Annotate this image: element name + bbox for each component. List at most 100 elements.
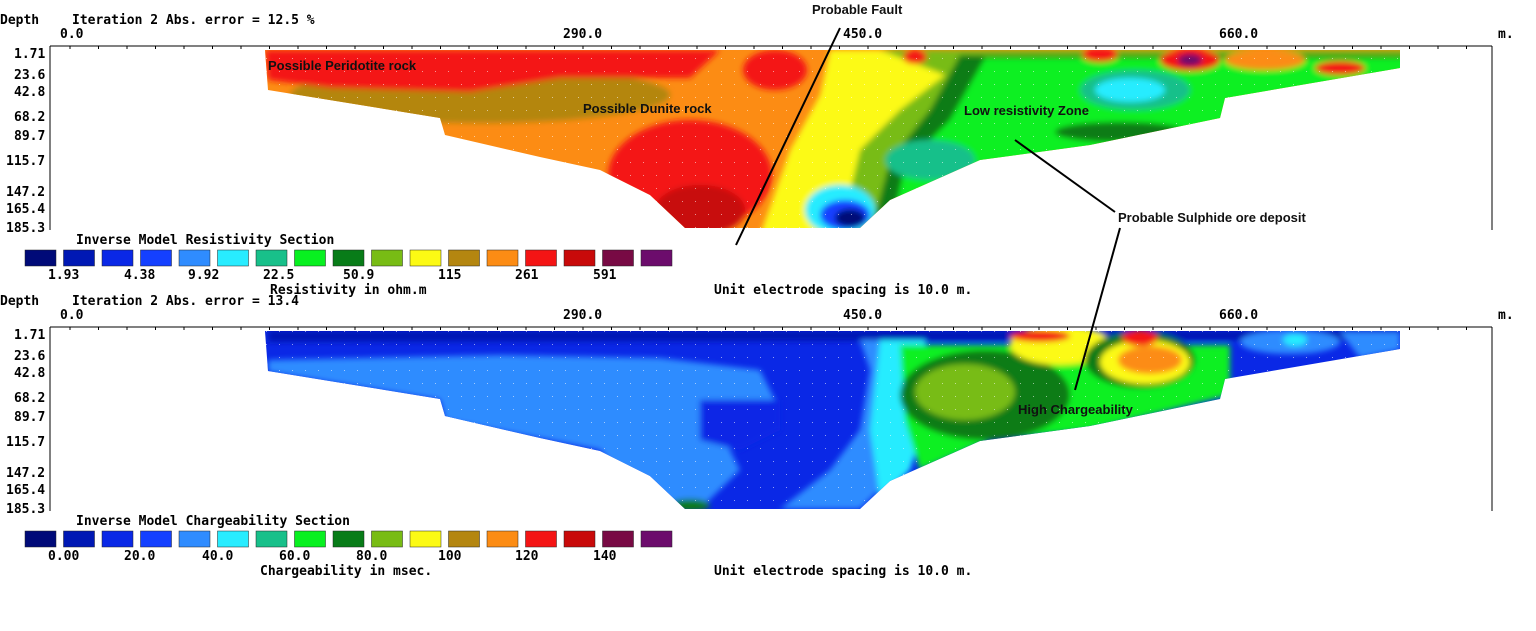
section-title: Inverse Model Resistivity Section	[76, 233, 334, 248]
legend-swatch	[294, 249, 326, 267]
legend-label: 140	[593, 549, 617, 564]
depth-tick-label: 185.3	[6, 502, 45, 517]
iteration-header: Iteration 2 Abs. error = 12.5 %	[72, 13, 315, 28]
legend-unit: Resistivity in ohm.m	[270, 283, 427, 298]
x-unit-label: m.	[1498, 27, 1514, 42]
electrode-spacing: Unit electrode spacing is 10.0 m.	[714, 283, 972, 298]
depth-header: Depth	[0, 294, 39, 309]
fault-callout-line	[735, 27, 841, 246]
x-tick-label: 0.0	[60, 308, 84, 323]
depth-axis: 1.71 23.6 42.8 68.2 89.7 115.7 147.2 165…	[6, 46, 1493, 236]
color-legend	[24, 249, 673, 267]
annotation-high-chargeability: High Chargeability	[1018, 402, 1134, 417]
legend-swatch	[255, 249, 288, 267]
sulphide-callout-line-lower	[1074, 227, 1121, 391]
depth-tick-label: 1.71	[14, 328, 45, 343]
x-tick-label: 660.0	[1219, 27, 1258, 42]
depth-tick-label: 89.7	[14, 129, 45, 144]
section-title: Inverse Model Chargeability Section	[76, 514, 350, 529]
legend-swatch	[178, 249, 211, 267]
x-tick-label: 0.0	[60, 27, 84, 42]
sulphide-callout-line-upper	[1014, 139, 1116, 213]
legend-swatch	[255, 530, 288, 548]
resistivity-contour-map	[265, 50, 1400, 228]
legend-swatch	[409, 530, 442, 548]
annotation-dunite: Possible Dunite rock	[583, 101, 712, 116]
legend-label: 22.5	[263, 268, 294, 283]
legend-swatch	[602, 249, 634, 267]
x-tick-label: 450.0	[843, 308, 882, 323]
legend-swatch	[140, 530, 172, 548]
resistivity-section: Depth Iteration 2 Abs. error = 12.5 % 0.…	[0, 13, 1514, 298]
region-annotations: Possible Peridotite rock Possible Dunite…	[268, 58, 1089, 118]
legend-swatch	[525, 249, 557, 267]
depth-tick-label: 68.2	[14, 110, 45, 125]
legend-label: 0.00	[48, 549, 79, 564]
legend-swatch	[24, 249, 57, 267]
legend-swatch	[101, 530, 134, 548]
legend-label: 120	[515, 549, 539, 564]
depth-tick-label: 68.2	[14, 391, 45, 406]
legend-swatch	[332, 249, 365, 267]
color-legend	[24, 530, 673, 548]
depth-tick-label: 165.4	[6, 483, 45, 498]
legend-label: 40.0	[202, 549, 233, 564]
x-axis: 0.0 290.0 450.0 660.0 m.	[50, 308, 1514, 330]
legend-swatch	[217, 249, 249, 267]
legend-labels: 1.93 4.38 9.92 22.5 50.9 115 261 591	[48, 268, 617, 283]
x-unit-label: m.	[1498, 308, 1514, 323]
chargeability-section: Depth Iteration 2 Abs. error = 13.4 0.0 …	[0, 294, 1514, 579]
callouts: Probable Fault Probable Sulphide ore dep…	[735, 2, 1306, 391]
legend-swatch	[24, 530, 57, 548]
depth-axis: 1.71 23.6 42.8 68.2 89.7 115.7 147.2 165…	[6, 327, 1493, 517]
legend-swatch	[448, 249, 480, 267]
x-tick-label: 290.0	[563, 27, 602, 42]
region-annotations: High Chargeability	[1018, 402, 1134, 417]
legend-swatch	[409, 249, 442, 267]
legend-label: 20.0	[124, 549, 155, 564]
legend-swatch	[63, 530, 95, 548]
legend-label: 80.0	[356, 549, 387, 564]
legend-labels: 0.00 20.0 40.0 60.0 80.0 100 120 140	[48, 549, 617, 564]
depth-tick-label: 115.7	[6, 154, 45, 169]
legend-swatch	[563, 530, 596, 548]
legend-label: 1.93	[48, 268, 79, 283]
legend-label: 50.9	[343, 268, 374, 283]
legend-label: 9.92	[188, 268, 219, 283]
legend-swatch	[448, 530, 480, 548]
legend-swatch	[640, 530, 673, 548]
depth-tick-label: 147.2	[6, 466, 45, 481]
depth-tick-label: 89.7	[14, 410, 45, 425]
legend-swatch	[640, 249, 673, 267]
legend-label: 100	[438, 549, 462, 564]
chargeability-contour-map	[265, 331, 1400, 509]
legend-swatch	[602, 530, 634, 548]
iteration-header: Iteration 2 Abs. error = 13.4	[72, 294, 299, 309]
annotation-peridotite: Possible Peridotite rock	[268, 58, 417, 73]
legend-label: 261	[515, 268, 539, 283]
legend-swatch	[486, 530, 519, 548]
annotation-low-resistivity: Low resistivity Zone	[964, 103, 1089, 118]
x-tick-label: 660.0	[1219, 308, 1258, 323]
depth-tick-label: 23.6	[14, 68, 45, 83]
electrode-spacing: Unit electrode spacing is 10.0 m.	[714, 564, 972, 579]
depth-tick-label: 165.4	[6, 202, 45, 217]
legend-swatch	[525, 530, 557, 548]
legend-swatch	[140, 249, 172, 267]
depth-tick-label: 42.8	[14, 85, 45, 100]
fault-callout-label: Probable Fault	[812, 2, 903, 17]
depth-tick-label: 115.7	[6, 435, 45, 450]
depth-header: Depth	[0, 13, 39, 28]
depth-tick-label: 185.3	[6, 221, 45, 236]
legend-swatch	[217, 530, 249, 548]
legend-label: 4.38	[124, 268, 155, 283]
depth-tick-label: 42.8	[14, 366, 45, 381]
legend-unit: Chargeability in msec.	[260, 564, 432, 579]
legend-swatch	[332, 530, 365, 548]
legend-swatch	[371, 249, 403, 267]
depth-tick-label: 1.71	[14, 47, 45, 62]
depth-tick-label: 147.2	[6, 185, 45, 200]
legend-swatch	[101, 249, 134, 267]
legend-swatch	[178, 530, 211, 548]
